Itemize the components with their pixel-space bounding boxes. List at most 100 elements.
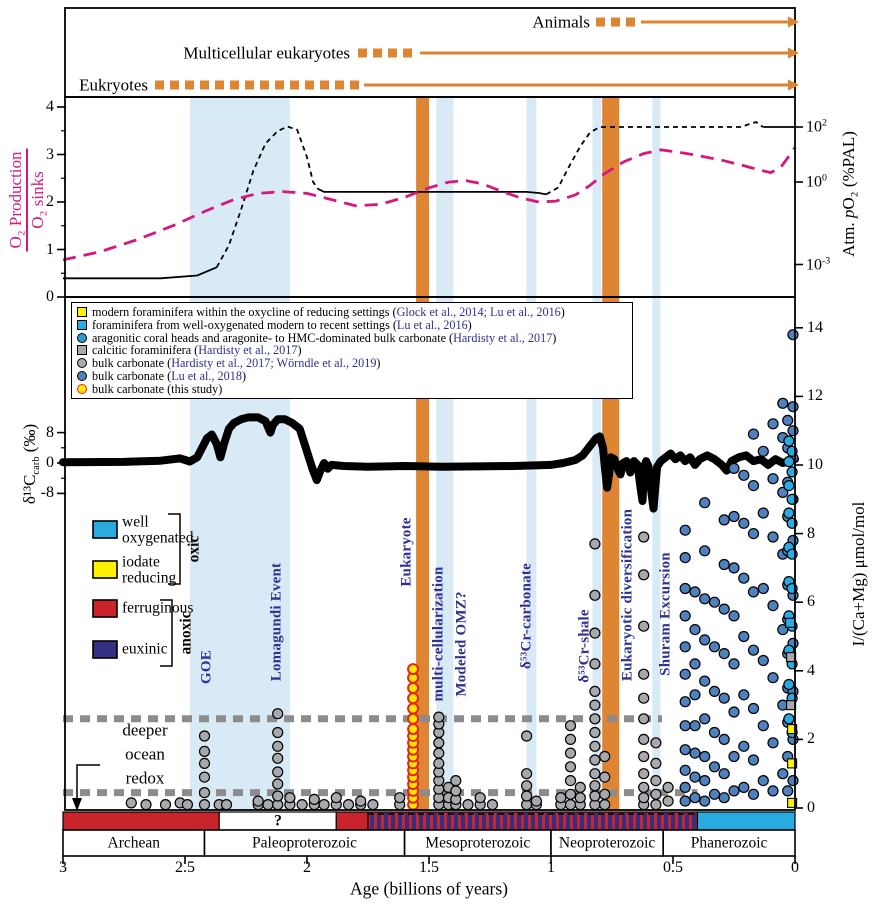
anoxic-bracket	[160, 599, 173, 667]
timeline-dash-square	[230, 80, 239, 90]
data-point-circle	[318, 798, 330, 811]
data-point-circle	[367, 798, 379, 811]
data-point-circle	[599, 788, 611, 800]
data-point-circle	[679, 744, 691, 756]
data-point-circle	[747, 754, 760, 766]
data-point-circle	[787, 774, 799, 787]
data-point-circle	[728, 658, 740, 670]
event-band	[652, 97, 661, 810]
data-point-circle	[783, 480, 795, 492]
data-point-circle	[689, 658, 701, 670]
o2-production-text: O₂ Production	[6, 148, 28, 252]
timeline-dash-square	[403, 48, 412, 58]
euxinic-stripe	[615, 813, 619, 829]
data-point-circle	[782, 414, 794, 426]
data-point-circle	[679, 781, 691, 794]
data-point-circle	[574, 792, 586, 804]
redox-swatch	[92, 640, 118, 659]
data-point-circle	[747, 480, 760, 492]
data-point-circle	[589, 699, 601, 711]
euxinic-stripe	[657, 813, 661, 829]
euxinic-stripe	[503, 813, 507, 829]
data-point-circle	[679, 610, 691, 622]
euxinic-stripe	[510, 813, 514, 829]
timeline-dash-square	[373, 48, 382, 58]
data-point-circle	[757, 720, 769, 732]
atm-p-italic: p	[839, 209, 858, 219]
data-point-circle	[564, 733, 577, 746]
redox-swatch	[92, 560, 118, 579]
data-point-circle	[140, 798, 152, 811]
data-point-circle	[650, 774, 662, 787]
data-point-circle	[757, 445, 769, 457]
data-point-circle	[783, 678, 795, 691]
euxinic-stripe	[398, 813, 402, 829]
timeline-dash-square	[245, 80, 254, 90]
data-point-circle	[650, 757, 662, 770]
marker-legend-box: modern foraminifera within the oxycline …	[71, 302, 633, 399]
data-point-circle	[638, 569, 650, 581]
data-point-circle	[787, 401, 799, 413]
data-point-circle	[450, 785, 462, 797]
legend-marker-circle-icon	[77, 332, 87, 343]
data-point-circle	[638, 768, 650, 780]
data-point-circle	[767, 531, 779, 543]
era-box	[662, 829, 796, 857]
data-point-circle	[777, 768, 789, 780]
data-point-circle	[767, 599, 779, 612]
atm-po2-axis-label: Atm. pO₂ (%PAL)	[839, 131, 859, 257]
data-point-circle	[599, 750, 611, 763]
data-point-circle	[767, 473, 779, 485]
data-point-circle	[407, 692, 420, 705]
data-point-circle	[638, 713, 650, 725]
timeline-dash-square	[335, 80, 344, 90]
timeline-dash-square	[275, 80, 284, 90]
data-point-circle	[728, 610, 740, 622]
data-point-circle	[738, 572, 750, 584]
data-point-circle	[638, 781, 650, 794]
legend-entry: calcitic foraminifera (Hardisty et al., …	[77, 344, 627, 356]
data-point-circle	[689, 623, 701, 636]
euxinic-stripe	[552, 813, 556, 829]
o2-sinks-text: O₂ sinks	[28, 171, 47, 229]
data-point-circle	[689, 792, 701, 804]
euxinic-stripe	[482, 813, 486, 829]
data-point-circle	[407, 702, 420, 715]
data-point-circle	[394, 792, 406, 804]
data-point-circle	[198, 798, 211, 811]
data-point-circle	[679, 720, 691, 732]
data-point-circle	[718, 558, 730, 571]
data-point-circle	[718, 514, 730, 526]
data-point-circle	[787, 329, 799, 341]
euxinic-stripe	[405, 813, 409, 829]
data-point-circle	[599, 798, 611, 811]
data-point-circle	[638, 620, 650, 632]
timeline-dash-square	[200, 80, 209, 90]
euxinic-stripe	[671, 813, 675, 829]
data-point-circle	[433, 711, 445, 723]
data-point-circle	[728, 462, 740, 474]
data-point-circle	[650, 788, 662, 800]
data-point-circle	[783, 713, 795, 725]
data-point-circle	[747, 644, 760, 656]
data-point-circle	[777, 397, 789, 409]
euxinic-stripe	[580, 813, 584, 829]
euxinic-stripe	[433, 813, 437, 829]
timeline-dash-square	[155, 80, 164, 90]
data-point-circle	[708, 761, 721, 773]
o2-ratio-curve	[62, 146, 797, 262]
data-point-circle	[589, 726, 601, 739]
legend-entry: aragonitic coral heads and aragonite- to…	[77, 331, 627, 344]
timeline-dash-square	[215, 80, 224, 90]
data-point-circle	[738, 517, 750, 529]
legend-marker-circle-icon	[77, 383, 87, 394]
data-point-circle	[198, 745, 211, 758]
data-point-circle	[272, 752, 284, 764]
legend-entry-text: bulk carbonate (this study)	[92, 381, 223, 396]
data-point-circle	[679, 582, 691, 595]
data-point-circle	[699, 675, 711, 687]
data-point-circle	[699, 634, 711, 646]
down-arrowhead-icon	[72, 798, 82, 811]
data-point-circle	[783, 456, 795, 468]
